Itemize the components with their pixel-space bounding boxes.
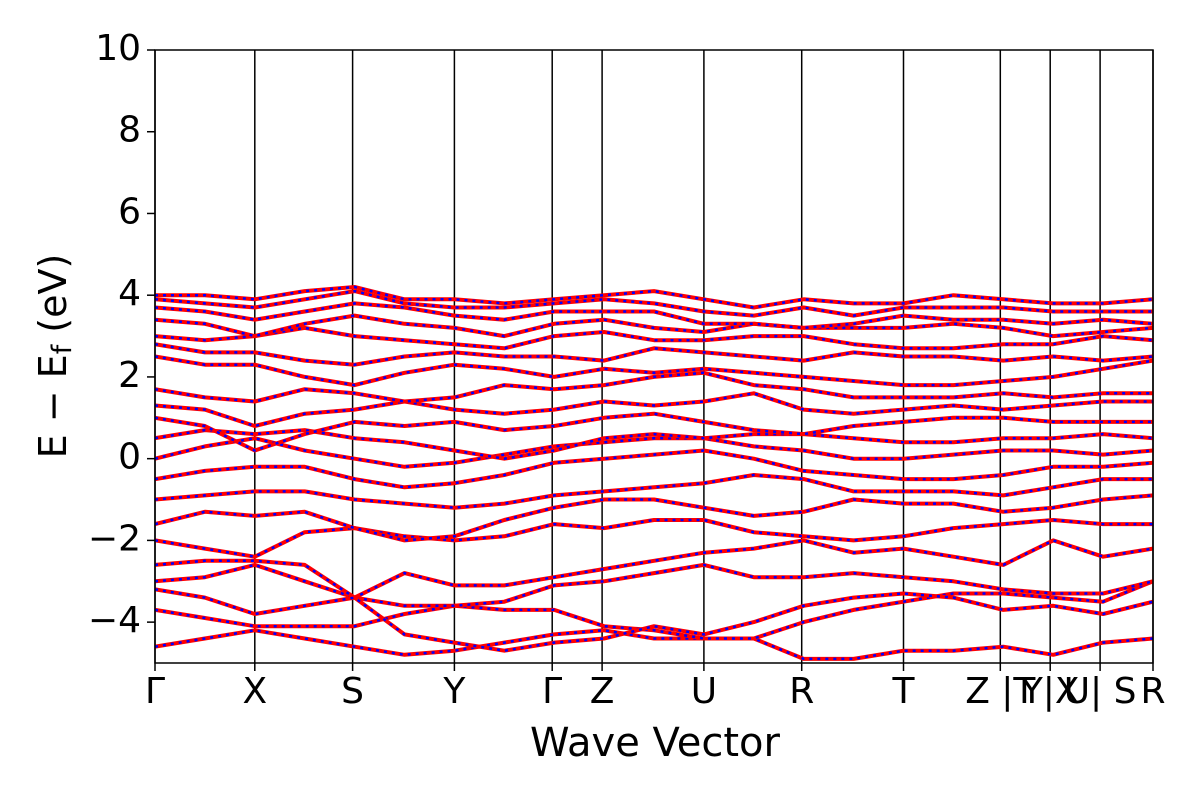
x-tick-label: Y [442,671,466,712]
y-axis-label-main: E − E [31,354,75,458]
band-line [155,448,1153,490]
x-tick-label: U [691,671,717,712]
y-tick-label: 6 [118,191,141,232]
band-line [155,518,1153,559]
x-tick-label: Z [590,671,615,712]
y-tick-label: 10 [95,28,141,69]
band-line [155,628,1153,661]
band-line-dashed [155,580,1153,640]
band-line [155,289,1153,318]
band-line-dashed [155,302,1153,330]
bands [155,285,1153,661]
x-tick-label: Γ [145,671,165,712]
x-tick-label: S [341,671,364,712]
y-axis-label: E − Ef (eV) [31,254,78,459]
band-line-dashed [155,494,1153,542]
band-line [155,325,1153,351]
band-line-dashed [155,314,1153,338]
grid [154,50,1154,663]
band-line [155,411,1153,453]
band-line [155,391,1153,428]
x-tick-label: R [789,671,814,712]
band-line-dashed [155,355,1153,387]
x-tick-label: Z |T [965,671,1036,712]
x-tick-label: U| S [1064,671,1137,712]
x-tick-label: T [892,671,916,712]
band-line-dashed [155,392,1153,428]
band-line-dashed [155,449,1153,489]
y-tick-label: 2 [118,355,141,396]
band-line-dashed [155,539,1153,600]
band-line [155,473,1153,510]
band-line [155,436,1153,469]
x-tick-label: Γ [542,671,562,712]
band-line-dashed [155,436,1153,469]
y-tick-label: 0 [118,437,141,478]
x-tick-label: Y|X [1020,671,1080,712]
band-line [155,587,1153,653]
y-tick-label: −4 [88,600,141,641]
band-line [155,562,1153,608]
y-tick-label: −2 [88,518,141,559]
x-tick-label: X [242,671,267,712]
band-line-dashed [155,629,1153,661]
band-line-dashed [155,563,1153,608]
x-tick-label: R [1140,671,1165,712]
y-axis-label-sub: f [47,343,78,354]
y-tick-label: 8 [118,110,141,151]
y-tick-label: 4 [118,273,141,314]
band-line [155,342,1153,367]
band-line [155,285,1153,310]
y-axis-label-unit: (eV) [31,254,75,345]
plot-frame [154,49,1154,664]
band-line-dashed [155,588,1153,652]
x-axis-label: Wave Vector [530,720,781,766]
band-line-dashed [155,428,1153,460]
band-line-dashed [155,371,1153,403]
